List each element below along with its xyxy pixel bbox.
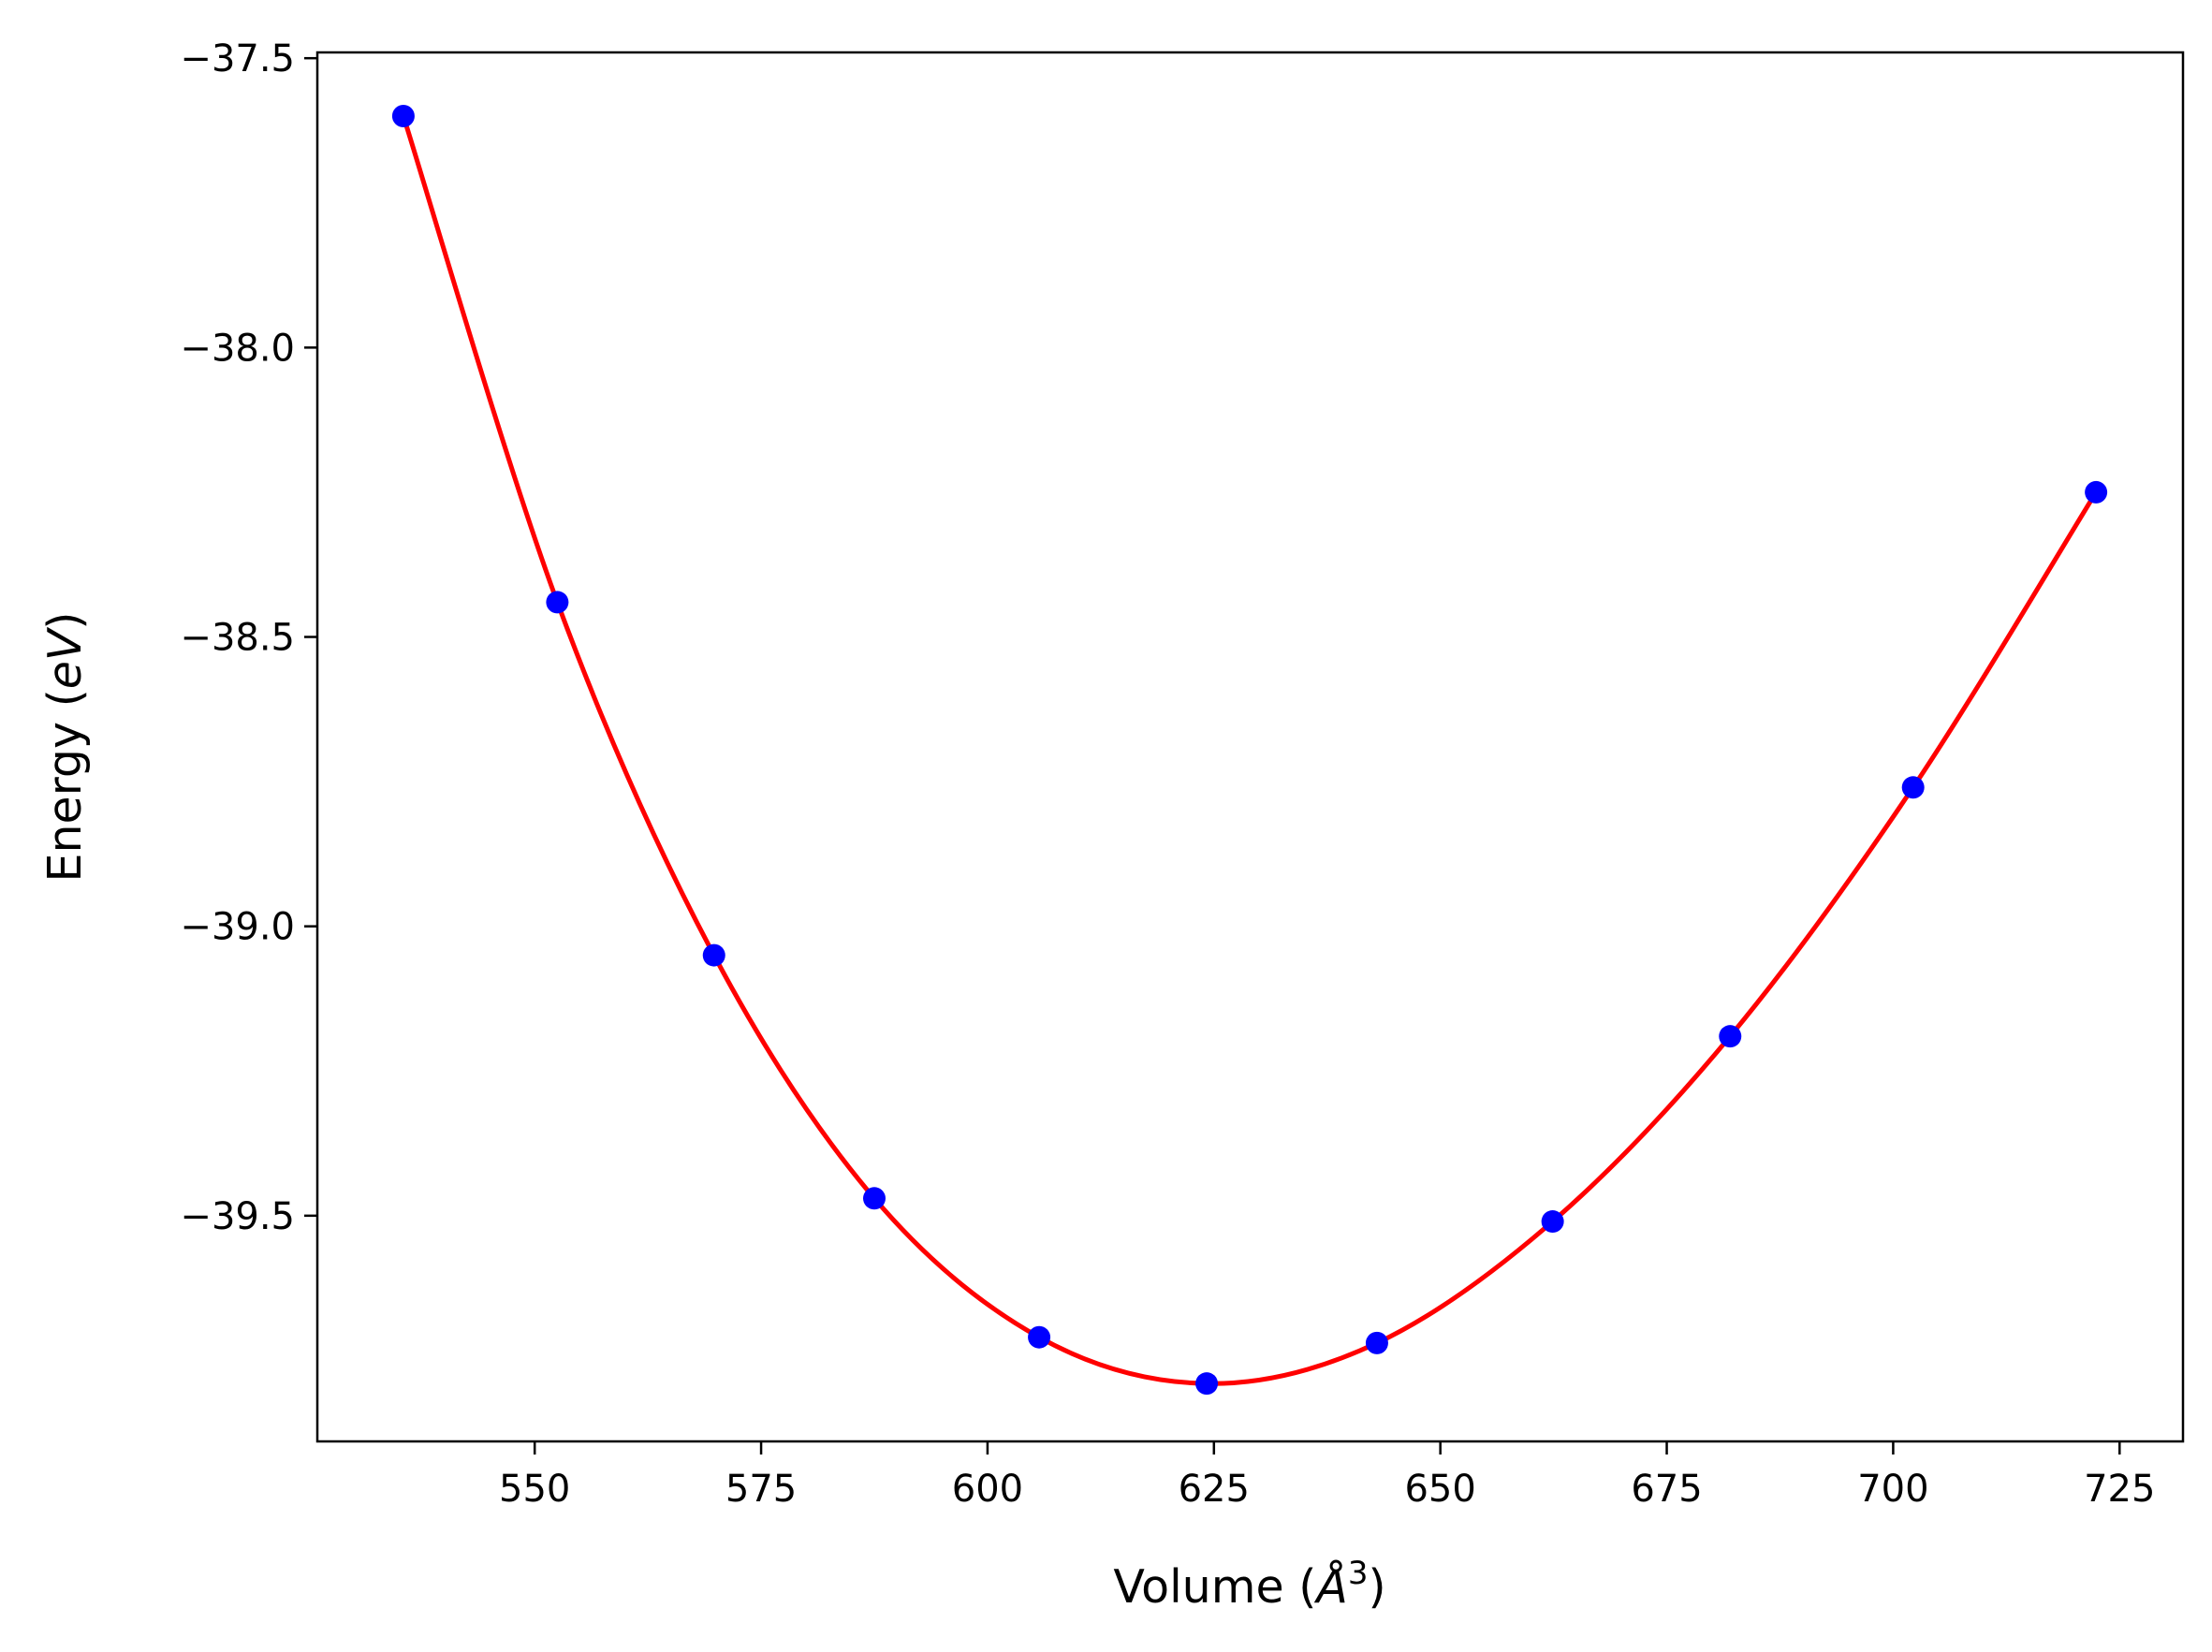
x-tick-label: 725 [2084,1468,2155,1511]
fit-curve [401,115,2099,1386]
x-tick-label: 600 [952,1468,1023,1511]
y-tick-label: −39.5 [180,1195,295,1238]
x-tick-label: 675 [1631,1468,1702,1511]
y-tick-label: −38.0 [180,327,295,370]
x-tick-label: 700 [1857,1468,1928,1511]
data-point [1028,1325,1051,1349]
y-axis-label: Energy (eV) [38,611,92,882]
data-point [1365,1331,1388,1354]
y-tick-label: −39.0 [180,906,295,949]
data-point [1195,1372,1219,1396]
x-tick-label: 575 [725,1468,797,1511]
x-tick-label: 550 [499,1468,570,1511]
data-point [702,943,725,967]
x-axis-ticks: 550 575 600 625 650 675 700 725 [499,1441,2155,1511]
y-tick-label: −38.5 [180,617,295,660]
data-point [1541,1210,1564,1234]
x-tick-label: 625 [1179,1468,1250,1511]
data-point [391,105,415,128]
plot-area [391,105,2108,1396]
data-point [1719,1025,1742,1048]
y-axis-ticks: −37.5 −38.0 −38.5 −39.0 −39.5 [180,37,317,1238]
data-point [1901,776,1925,799]
data-point [546,591,569,614]
y-tick-label: −37.5 [180,37,295,80]
data-point [2085,480,2108,504]
axes-frame [315,51,2185,1443]
data-point [862,1187,886,1210]
x-axis-label: Volume (Å3) [1113,1555,1385,1614]
x-tick-label: 650 [1404,1468,1475,1511]
